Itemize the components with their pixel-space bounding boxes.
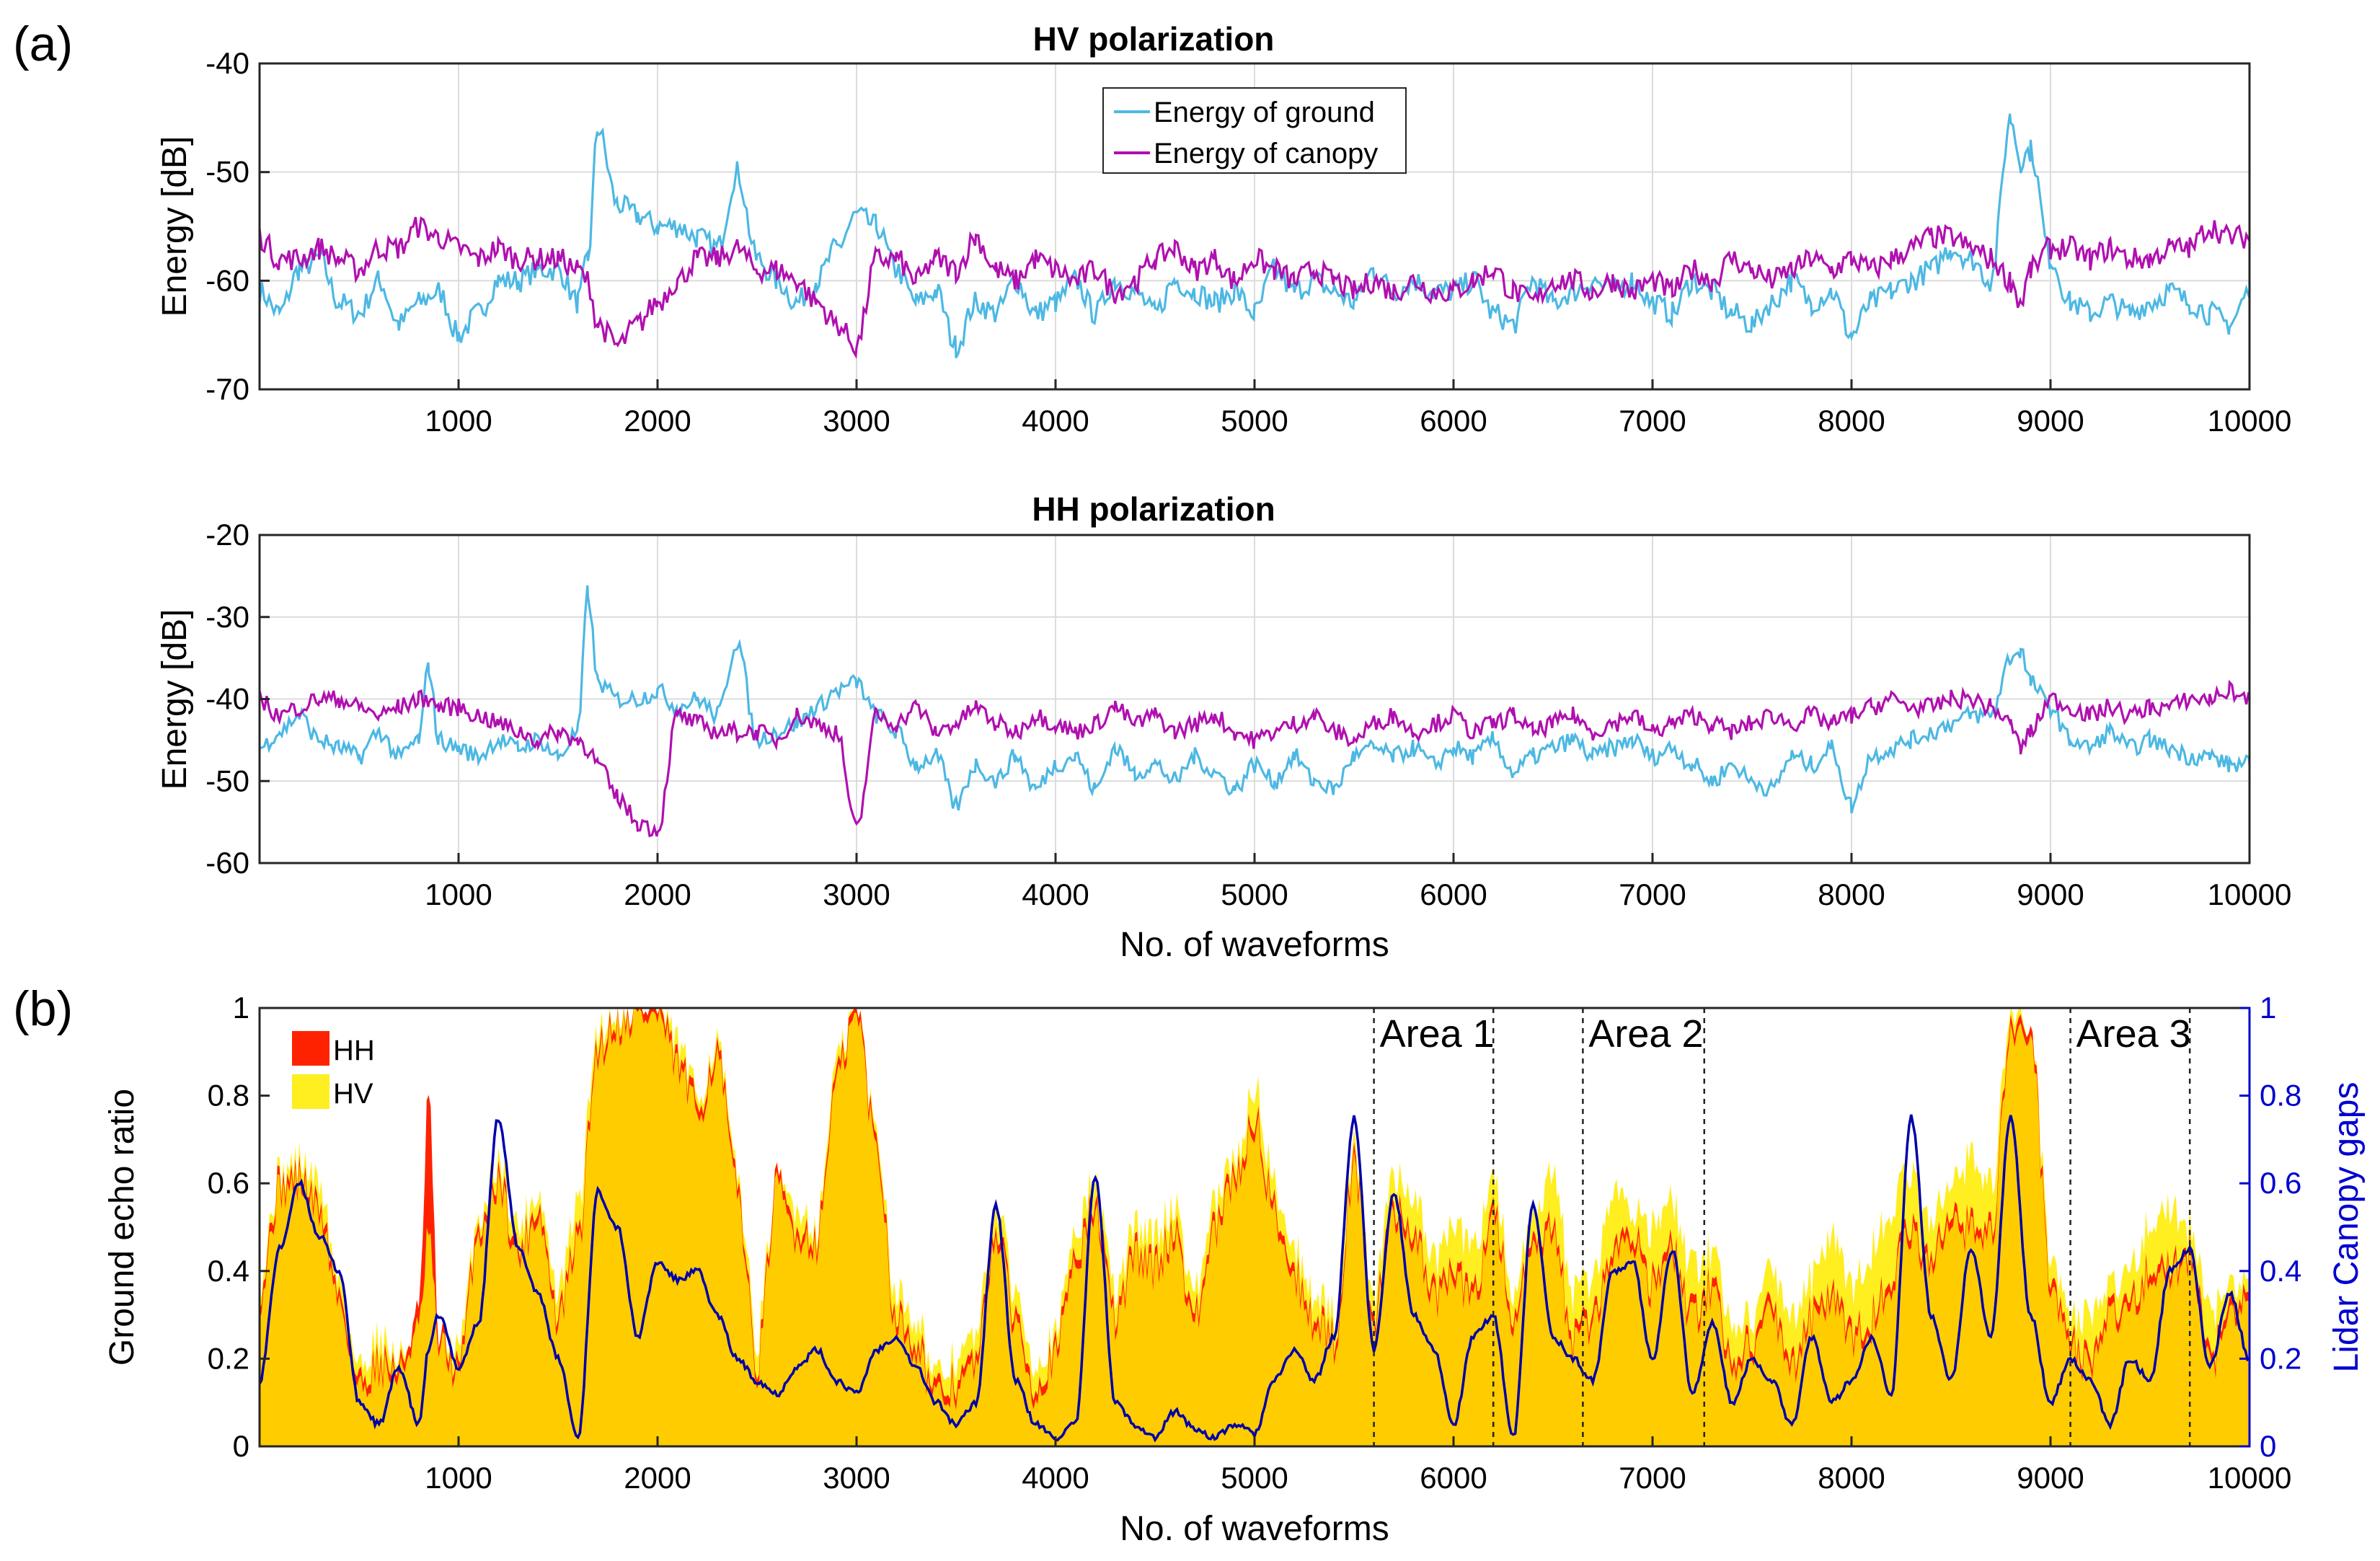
p3-xtick: 6000 (1420, 1461, 1487, 1495)
series-lidar-canopy-gaps (258, 1114, 2250, 1443)
p1-xtick: 10000 (2208, 404, 2292, 438)
p3-ytick-right: 0.4 (2260, 1254, 2301, 1288)
legend-hh: HH (333, 1035, 375, 1066)
p2-ytick: -20 (205, 518, 249, 552)
p1-xtick: 9000 (2017, 404, 2084, 438)
p1-ytick: -40 (205, 46, 249, 80)
p2-ytick: -50 (205, 764, 249, 797)
series-energy-of-ground (259, 585, 2251, 814)
panel-label-b: (b) (13, 981, 73, 1036)
p1-ytick: -60 (205, 263, 249, 297)
p1-xtick: 3000 (823, 404, 890, 438)
hv-legend: Energy of ground Energy of canopy (1102, 87, 1407, 174)
panel-label-a: (a) (13, 17, 73, 71)
p3-ytick-left: 0 (233, 1429, 249, 1463)
p2-xtick: 3000 (823, 877, 890, 911)
p3-xtick: 1000 (425, 1461, 492, 1495)
ratio-xlabel: No. of waveforms (1120, 1510, 1389, 1548)
p2-ytick: -30 (205, 600, 249, 634)
p3-xtick: 7000 (1619, 1461, 1686, 1495)
area-annotation: Area 2 (1588, 1012, 1703, 1056)
p3-ytick-right: 0 (2260, 1429, 2276, 1463)
area-annotation: Area 3 (2076, 1012, 2191, 1056)
p1-ytick: -70 (205, 372, 249, 406)
p1-xtick: 2000 (624, 404, 691, 438)
p1-xtick: 4000 (1022, 404, 1089, 438)
p3-xtick: 10000 (2208, 1461, 2292, 1495)
legend-hv: HV (333, 1078, 373, 1110)
p2-xtick: 8000 (1818, 877, 1885, 911)
series-energy-of-ground (258, 113, 2251, 358)
p2-xtick: 7000 (1619, 877, 1686, 911)
series-energy-of-canopy (258, 216, 2251, 359)
hh-plot-title: HH polarization (1032, 490, 1275, 528)
p1-xtick: 8000 (1818, 404, 1885, 438)
p3-xtick: 4000 (1022, 1461, 1089, 1495)
p1-xtick: 5000 (1221, 404, 1288, 438)
area-overlap (260, 1008, 2250, 1446)
hv-ylabel: Energy [dB] (156, 136, 194, 317)
hh-xlabel: No. of waveforms (1120, 926, 1389, 964)
hv-plot-title: HV polarization (1033, 20, 1275, 58)
p3-ytick-left: 1 (233, 991, 249, 1025)
p2-ytick: -40 (205, 682, 249, 716)
area-annotation: Area 1 (1380, 1012, 1495, 1056)
p3-ytick-right: 1 (2260, 991, 2276, 1025)
p1-ytick: -50 (205, 155, 249, 189)
legend-canopy: Energy of canopy (1154, 138, 1378, 169)
p2-xtick: 10000 (2208, 877, 2292, 911)
p3-xtick: 9000 (2017, 1461, 2084, 1495)
p3-ytick-left: 0.4 (208, 1254, 249, 1288)
ground-echo-ratio-plot: Area 1 Area 2 Area 3 1000 2000 3000 4000 5000 6… (103, 991, 2366, 1548)
hh-ylabel: Energy [dB] (156, 609, 194, 790)
p3-ytick-left: 0.6 (208, 1166, 249, 1200)
p3-ytick-right: 0.8 (2260, 1079, 2301, 1113)
hh-polarization-plot: HH polarization 1000 2000 3000 4000 5000 6000… (156, 490, 2291, 964)
legend-ground: Energy of ground (1154, 97, 1375, 128)
gaps-ylabel: Lidar Canopy gaps (2327, 1082, 2366, 1373)
ratio-legend: HH HV (292, 1031, 375, 1110)
p1-xtick: 7000 (1619, 404, 1686, 438)
p1-xtick: 1000 (425, 404, 492, 438)
p2-xtick: 4000 (1022, 877, 1089, 911)
p3-ytick-right: 0.6 (2260, 1166, 2301, 1200)
p2-xtick: 5000 (1221, 877, 1288, 911)
p3-xtick: 5000 (1221, 1461, 1288, 1495)
p3-ytick-right: 0.2 (2260, 1341, 2301, 1375)
p2-xtick: 6000 (1420, 877, 1487, 911)
ratio-ylabel: Ground echo ratio (103, 1089, 141, 1366)
p3-ytick-left: 0.2 (208, 1341, 249, 1375)
p2-xtick: 2000 (624, 877, 691, 911)
hv-polarization-plot: HV polarization 1000 2000 3000 4000 5000 6000… (156, 20, 2291, 438)
p3-xtick: 2000 (624, 1461, 691, 1495)
p2-xtick: 1000 (425, 877, 492, 911)
series-energy-of-canopy (258, 679, 2251, 838)
p3-ytick-left: 0.8 (208, 1079, 249, 1113)
p3-xtick: 8000 (1818, 1461, 1885, 1495)
p2-xtick: 9000 (2017, 877, 2084, 911)
p3-xtick: 3000 (823, 1461, 890, 1495)
p1-xtick: 6000 (1420, 404, 1487, 438)
p2-ytick: -60 (205, 846, 249, 880)
